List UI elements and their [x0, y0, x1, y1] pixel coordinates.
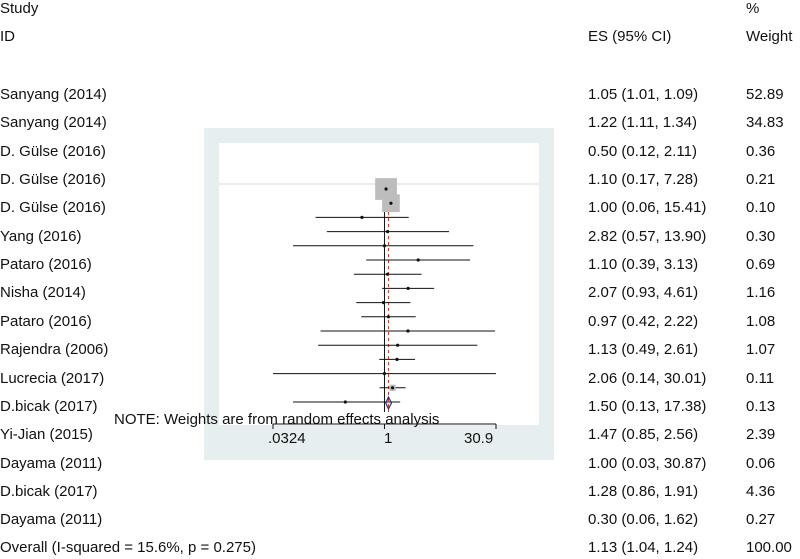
- study-label-8: Pataro (2016): [0, 312, 92, 330]
- es-point-9: [386, 315, 391, 319]
- study-es-9: 1.13 (0.49, 2.61): [588, 341, 699, 359]
- es-point-6: [385, 272, 390, 276]
- header-id: ID: [0, 28, 15, 45]
- study-weight-9: 1.07: [746, 341, 776, 359]
- header-percent: %: [746, 0, 760, 17]
- study-es-8: 0.97 (0.42, 2.22): [588, 312, 699, 330]
- study-es-0: 1.05 (1.01, 1.09): [588, 86, 699, 103]
- es-point-1: [389, 201, 393, 205]
- study-label-2: D. Gülse (2016): [0, 142, 106, 160]
- study-es-3: 1.10 (0.17, 7.28): [588, 171, 699, 189]
- es-point-14: [390, 386, 395, 390]
- study-es-5: 2.82 (0.57, 13.90): [588, 227, 707, 245]
- study-es-12: 1.47 (0.85, 2.56): [588, 426, 699, 444]
- study-weight-14: 4.36: [746, 482, 776, 500]
- study-weight-7: 1.16: [746, 284, 776, 302]
- study-weight-2: 0.36: [746, 142, 776, 160]
- study-weight-6: 0.69: [746, 256, 776, 274]
- header-es: ES (95% CI): [588, 28, 672, 45]
- es-point-4: [382, 244, 387, 248]
- es-point-5: [416, 258, 420, 262]
- study-weight-12: 2.39: [746, 426, 776, 444]
- study-es-1: 1.22 (1.11, 1.34): [588, 114, 697, 132]
- study-label-6: Pataro (2016): [0, 256, 92, 274]
- overall-es: 1.13 (1.04, 1.24): [588, 539, 699, 556]
- es-point-8: [381, 301, 386, 305]
- overall-label: Overall (I-squared = 15.6%, p = 0.275): [0, 539, 256, 556]
- study-label-10: Lucrecia (2017): [0, 369, 105, 387]
- es-point-12: [395, 357, 399, 361]
- study-es-14: 1.28 (0.86, 1.91): [588, 482, 699, 500]
- study-weight-3: 0.21: [746, 171, 776, 189]
- study-es-11: 1.50 (0.13, 17.38): [588, 397, 707, 415]
- overall-weight: 100.00: [746, 539, 792, 556]
- x-tick-label-0: .0324: [268, 430, 306, 447]
- study-es-15: 0.30 (0.06, 1.62): [588, 511, 699, 529]
- es-point-2: [360, 215, 364, 219]
- x-tick-label-2: 30.9: [464, 430, 494, 447]
- study-label-14: D.bicak (2017): [0, 482, 98, 500]
- study-weight-10: 0.11: [746, 369, 775, 387]
- study-weight-4: 0.10: [746, 199, 776, 217]
- study-weight-5: 0.30: [746, 227, 776, 245]
- study-es-10: 2.06 (0.14, 30.01): [588, 369, 707, 387]
- study-label-11: D.bicak (2017): [0, 397, 98, 415]
- study-label-12: Yi-Jian (2015): [0, 426, 93, 444]
- study-label-1: Sanyang (2014): [0, 114, 107, 132]
- study-es-7: 2.07 (0.93, 4.61): [588, 284, 699, 302]
- es-point-3: [385, 230, 390, 234]
- x-tick-label-1: 1: [384, 430, 393, 447]
- study-label-4: D. Gülse (2016): [0, 199, 106, 217]
- es-point-0: [384, 187, 388, 191]
- study-es-13: 1.00 (0.03, 30.87): [588, 454, 707, 472]
- study-weight-8: 1.08: [746, 312, 776, 330]
- study-es-6: 1.10 (0.39, 3.13): [588, 256, 699, 274]
- es-point-15: [343, 400, 347, 404]
- study-es-4: 1.00 (0.06, 15.41): [588, 199, 707, 217]
- study-label-15: Dayama (2011): [0, 511, 103, 529]
- es-point-13: [382, 372, 387, 376]
- study-label-5: Yang (2016): [0, 227, 82, 245]
- header-study: Study: [0, 0, 39, 17]
- study-weight-15: 0.27: [746, 511, 776, 529]
- study-label-7: Nisha (2014): [0, 284, 86, 302]
- study-es-2: 0.50 (0.12, 2.11): [588, 142, 697, 160]
- study-label-0: Sanyang (2014): [0, 86, 107, 103]
- study-label-13: Dayama (2011): [0, 454, 103, 472]
- overall-diamond: [385, 395, 393, 411]
- study-weight-1: 34.83: [746, 114, 784, 132]
- study-weight-11: 0.13: [746, 397, 776, 415]
- header-weight: Weight: [746, 28, 793, 45]
- study-weight-0: 52.89: [746, 86, 784, 103]
- study-weight-13: 0.06: [746, 454, 776, 472]
- weights-note: NOTE: Weights are from random effects an…: [114, 411, 440, 428]
- es-point-7: [406, 286, 410, 290]
- es-point-11: [396, 343, 400, 347]
- study-label-3: D. Gülse (2016): [0, 171, 106, 189]
- study-label-9: Rajendra (2006): [0, 341, 109, 359]
- es-point-10: [406, 329, 410, 333]
